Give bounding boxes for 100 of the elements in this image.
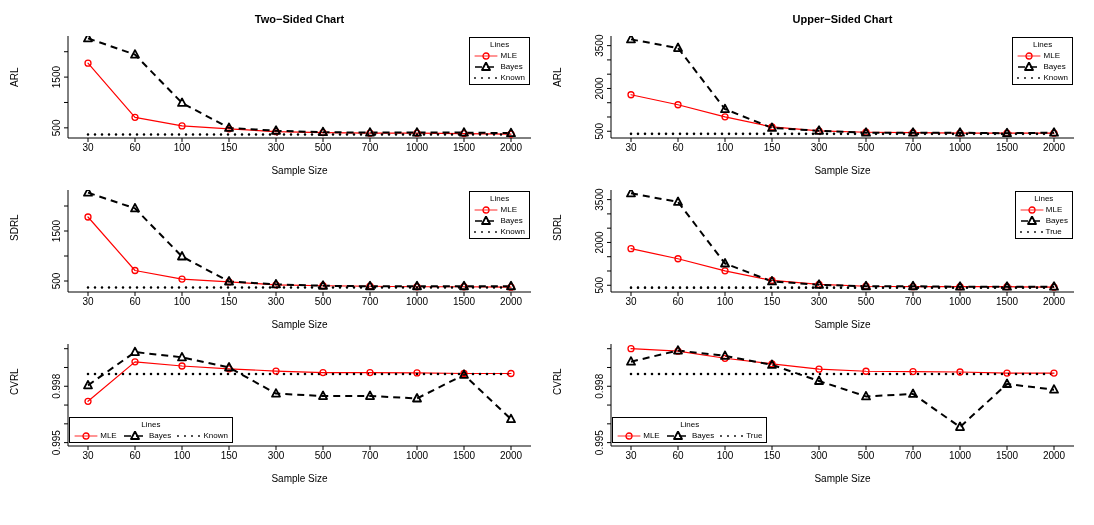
- legend-title: Lines: [1033, 193, 1055, 204]
- x-tick-label: 30: [82, 450, 94, 462]
- legend-label: True: [745, 430, 763, 441]
- x-tick-label: 60: [672, 450, 684, 462]
- x-tick-label: 1500: [995, 296, 1019, 308]
- y-tick-label: 2000: [594, 76, 605, 100]
- x-tick-label: 60: [129, 450, 141, 462]
- x-tick-label: 2000: [1042, 142, 1066, 154]
- legend-label: MLE: [642, 430, 660, 441]
- x-tick-label: 1000: [405, 142, 429, 154]
- x-tick-label: 700: [904, 142, 922, 154]
- x-tick-label: 100: [173, 142, 191, 154]
- x-tick-label: 150: [220, 142, 238, 154]
- x-tick-label: 2000: [1042, 296, 1066, 308]
- x-tick-label: 700: [904, 296, 922, 308]
- y-axis-title: SDRL: [8, 213, 20, 241]
- legend-title: Lines: [1032, 39, 1054, 50]
- x-tick-label: 100: [716, 450, 734, 462]
- x-tick-label: 1500: [452, 142, 476, 154]
- y-tick-label: 1500: [51, 219, 62, 243]
- legend-title: Lines: [489, 193, 511, 204]
- y-tick-label: 2000: [594, 230, 605, 254]
- legend-label: MLE: [1042, 50, 1061, 61]
- legend-title: Lines: [489, 39, 511, 50]
- x-axis-title: Sample Size: [814, 165, 872, 176]
- x-tick-label: 100: [716, 142, 734, 154]
- x-tick-label: 1500: [995, 142, 1019, 154]
- x-axis-title: Sample Size: [271, 319, 329, 330]
- y-axis-title: CVRL: [8, 367, 20, 395]
- x-tick-label: 150: [220, 296, 238, 308]
- x-tick-label: 1000: [948, 142, 972, 154]
- x-tick-label: 150: [763, 296, 781, 308]
- chart-title: Two−Sided Chart: [253, 12, 346, 27]
- legend-label: Bayes: [147, 430, 172, 441]
- x-tick-label: 30: [625, 296, 637, 308]
- x-axis-title: Sample Size: [271, 165, 329, 176]
- y-tick-label: 500: [594, 276, 605, 294]
- y-tick-label: 500: [51, 119, 62, 137]
- x-tick-label: 300: [267, 296, 285, 308]
- x-tick-label: 300: [267, 450, 285, 462]
- x-axis-title: Sample Size: [814, 319, 872, 330]
- legend-label: Bayes: [1044, 215, 1068, 226]
- x-tick-label: 150: [763, 142, 781, 154]
- legend-label: Known: [499, 226, 525, 237]
- legend-label: Known: [202, 430, 228, 441]
- x-tick-label: 500: [857, 296, 875, 308]
- legend-label: MLE: [99, 430, 117, 441]
- x-tick-label: 1000: [405, 450, 429, 462]
- y-tick-label: 3500: [594, 188, 605, 211]
- y-tick-label: 0.995: [51, 429, 62, 456]
- y-tick-label: 0.998: [51, 373, 62, 399]
- y-tick-label: 500: [51, 272, 62, 290]
- x-tick-label: 500: [314, 142, 332, 154]
- x-tick-label: 300: [267, 142, 285, 154]
- x-tick-label: 150: [220, 450, 238, 462]
- y-axis-title: CVRL: [551, 367, 563, 395]
- x-tick-label: 1000: [948, 450, 972, 462]
- x-tick-label: 60: [672, 296, 684, 308]
- x-tick-label: 300: [810, 296, 828, 308]
- x-tick-label: 2000: [499, 450, 523, 462]
- x-tick-label: 60: [129, 142, 141, 154]
- x-tick-label: 1500: [452, 296, 476, 308]
- chart-title: Upper−Sided Chart: [791, 12, 894, 27]
- x-tick-label: 2000: [499, 142, 523, 154]
- y-axis-title: SDRL: [551, 213, 563, 241]
- x-tick-label: 700: [361, 142, 379, 154]
- legend-title: Lines: [140, 419, 162, 430]
- x-tick-label: 60: [672, 142, 684, 154]
- x-tick-label: 100: [716, 296, 734, 308]
- legend-label: Bayes: [499, 215, 524, 226]
- legend-label: True: [1044, 226, 1063, 237]
- legend-label: Bayes: [1042, 61, 1067, 72]
- x-tick-label: 1000: [405, 296, 429, 308]
- legend-label: Known: [499, 72, 525, 83]
- x-tick-label: 2000: [499, 296, 523, 308]
- x-tick-label: 500: [857, 142, 875, 154]
- x-axis-title: Sample Size: [814, 473, 872, 484]
- x-tick-label: 1500: [452, 450, 476, 462]
- x-tick-label: 500: [857, 450, 875, 462]
- y-tick-label: 0.998: [594, 373, 605, 399]
- x-tick-label: 700: [361, 450, 379, 462]
- x-tick-label: 1000: [948, 296, 972, 308]
- x-tick-label: 1500: [995, 450, 1019, 462]
- legend-label: MLE: [1044, 204, 1064, 215]
- legend-title: Lines: [679, 419, 701, 430]
- legend-label: Bayes: [499, 61, 524, 72]
- x-tick-label: 100: [173, 450, 191, 462]
- x-tick-label: 2000: [1042, 450, 1066, 462]
- x-tick-label: 500: [314, 450, 332, 462]
- x-tick-label: 30: [82, 296, 94, 308]
- legend-label: Known: [1042, 72, 1068, 83]
- x-tick-label: 30: [625, 142, 637, 154]
- x-tick-label: 150: [763, 450, 781, 462]
- x-tick-label: 300: [810, 450, 828, 462]
- legend-label: Bayes: [690, 430, 715, 441]
- x-tick-label: 60: [129, 296, 141, 308]
- y-tick-label: 0.995: [594, 429, 605, 456]
- x-tick-label: 500: [314, 296, 332, 308]
- y-axis-title: ARL: [8, 67, 20, 87]
- legend-label: MLE: [499, 50, 518, 61]
